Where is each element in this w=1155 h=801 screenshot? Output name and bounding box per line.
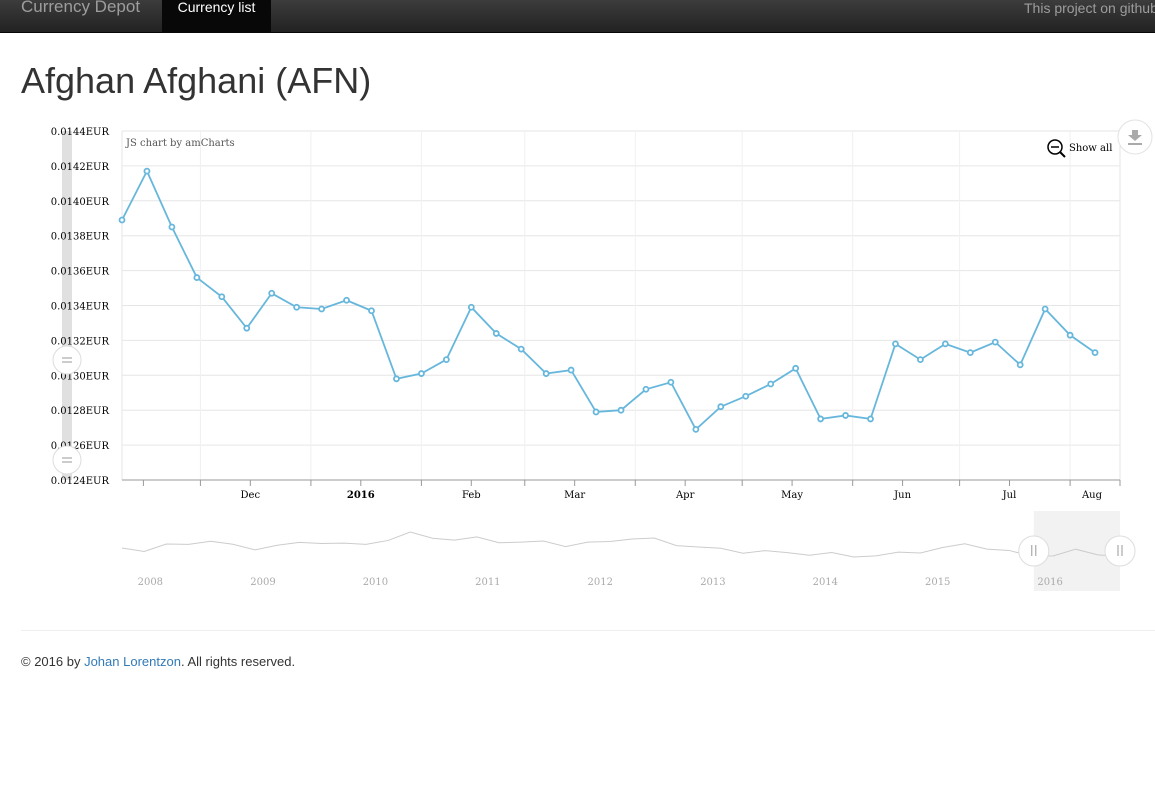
data-point[interactable] (1041, 305, 1049, 313)
data-point[interactable] (917, 356, 924, 363)
y-tick-label: 0.0140EUR (51, 197, 110, 208)
download-icon (1128, 130, 1142, 145)
amcharts-credit[interactable]: JS chart by amCharts (125, 138, 235, 149)
navigator-year-label: 2014 (813, 577, 838, 588)
y-tick-label: 0.0136EUR (51, 267, 110, 278)
data-point[interactable] (118, 216, 126, 224)
data-point[interactable] (667, 378, 675, 386)
author-link[interactable]: Johan Lorentzon (84, 654, 181, 669)
data-point[interactable] (268, 289, 276, 297)
x-tick-label: Dec (241, 490, 261, 501)
data-point[interactable] (842, 412, 849, 419)
tab-currency-list-label: Currency list (177, 0, 256, 15)
show-all-button[interactable]: Show all (1047, 139, 1112, 158)
y-tick-label: 0.0128EUR (51, 406, 110, 417)
data-point[interactable] (143, 167, 151, 175)
data-point[interactable] (442, 356, 450, 363)
show-all-label: Show all (1069, 143, 1112, 154)
navigator-year-label: 2009 (250, 577, 275, 588)
chart-grid (121, 130, 1121, 486)
data-point[interactable] (867, 415, 874, 423)
brand-link[interactable]: Currency Depot (21, 0, 141, 16)
y-tick-label: 0.0126EUR (51, 441, 110, 452)
footer-prefix: © 2016 by (21, 654, 85, 669)
y-tick-label: 0.0144EUR (51, 127, 110, 138)
data-point[interactable] (1066, 331, 1074, 339)
zoom-out-icon (1047, 139, 1066, 158)
data-point[interactable] (892, 340, 899, 348)
data-point[interactable] (467, 303, 475, 311)
y-tick-label: 0.0134EUR (51, 302, 110, 313)
data-point[interactable] (368, 307, 375, 315)
navigator-year-label: 2016 (1037, 577, 1062, 588)
y-scroll-handle-top[interactable] (52, 345, 82, 375)
x-tick-label: 2016 (347, 490, 375, 501)
data-point[interactable] (293, 303, 301, 311)
y-tick-label: 0.0130EUR (51, 371, 110, 382)
data-point[interactable] (567, 366, 575, 374)
y-scroll-handle-bottom[interactable] (52, 445, 82, 475)
x-tick-label: Apr (675, 490, 695, 501)
data-point[interactable] (243, 324, 251, 332)
x-tick-label: Jun (893, 490, 911, 501)
navigator-year-label: 2013 (700, 577, 725, 588)
chart-navigator[interactable]: 2008 2009 2010 2011 2012 2013 2014 2015 2016 (121, 511, 1136, 591)
y-tick-label: 0.0138EUR (51, 232, 110, 243)
y-axis: 0.0144EUR 0.0142EUR 0.0140EUR 0.0138EUR 0.01… (51, 127, 110, 487)
data-point[interactable] (592, 408, 600, 416)
page-title: Afghan Afghani (AFN) (21, 60, 372, 101)
data-point[interactable] (817, 415, 824, 423)
x-tick-label: Jul (1002, 490, 1017, 501)
data-point[interactable] (692, 425, 700, 433)
navigator-year-label: 2008 (138, 577, 163, 588)
tab-currency-list[interactable]: Currency list (162, 0, 271, 32)
currency-chart[interactable]: 0.0144EUR 0.0142EUR 0.0140EUR 0.0138EUR 0.01… (0, 0, 1155, 620)
footer-suffix: . All rights reserved. (180, 654, 296, 669)
navbar: Currency Depot Currency list This projec… (0, 0, 1155, 33)
x-tick-label: Aug (1081, 490, 1103, 501)
navigator-year-label: 2011 (475, 577, 500, 588)
data-point[interactable] (218, 293, 226, 301)
data-point[interactable] (792, 364, 800, 372)
data-point[interactable] (767, 380, 775, 388)
footer-divider (21, 630, 1155, 631)
data-point[interactable] (542, 370, 550, 377)
data-point[interactable] (492, 330, 500, 337)
data-point[interactable] (966, 349, 974, 357)
x-tick-label: May (781, 490, 803, 501)
data-point[interactable] (617, 406, 625, 414)
data-point[interactable] (717, 403, 725, 411)
navigator-handle-right[interactable] (1104, 535, 1136, 567)
data-point[interactable] (417, 370, 425, 377)
y-scrollbar-track[interactable] (62, 131, 72, 480)
navigator-year-label: 2015 (925, 577, 950, 588)
data-point[interactable] (393, 375, 400, 383)
navigator-year-label: 2010 (363, 577, 388, 588)
data-point[interactable] (193, 274, 201, 281)
footer: © 2016 by Johan Lorentzon. All rights re… (21, 654, 295, 669)
navigator-trend-line (121, 531, 1121, 558)
y-tick-label: 0.0142EUR (51, 162, 110, 173)
navigator-handle-left[interactable] (1018, 535, 1050, 567)
series-line-afn (118, 167, 1099, 433)
github-link[interactable]: This project on github (1024, 0, 1155, 16)
y-tick-label: 0.0124EUR (51, 476, 110, 487)
series-line (121, 169, 1096, 431)
data-point[interactable] (642, 385, 650, 393)
export-button[interactable] (1117, 119, 1153, 155)
data-point[interactable] (168, 223, 176, 231)
y-tick-label: 0.0132EUR (51, 336, 110, 347)
x-tick-label: Feb (462, 490, 481, 501)
navigator-year-label: 2012 (587, 577, 612, 588)
data-point[interactable] (1091, 349, 1099, 357)
data-point[interactable] (991, 338, 999, 346)
data-point[interactable] (343, 296, 350, 304)
x-tick-label: Mar (564, 490, 585, 501)
data-point[interactable] (318, 305, 326, 313)
data-point[interactable] (941, 340, 949, 348)
data-point[interactable] (1016, 361, 1024, 369)
x-axis: Dec 2016 Feb Mar Apr May Jun Jul Aug (241, 490, 1103, 501)
data-point[interactable] (742, 392, 750, 400)
data-point[interactable] (517, 345, 525, 353)
